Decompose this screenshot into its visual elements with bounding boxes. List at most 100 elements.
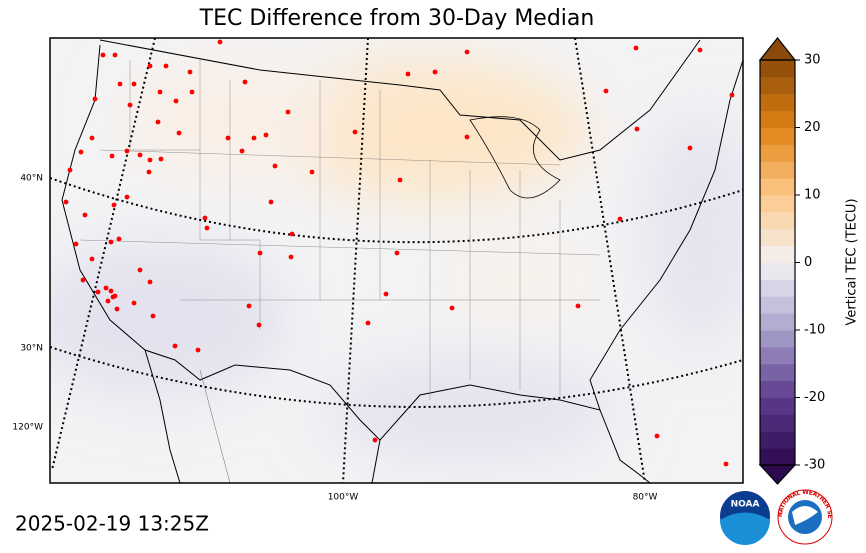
- lat-label: 30°N: [20, 344, 43, 354]
- station: [114, 306, 120, 312]
- lon-label: 80°W: [633, 493, 658, 503]
- station: [147, 279, 153, 285]
- station: [109, 153, 115, 159]
- station: [654, 433, 660, 439]
- colorbar-tick-label: 0: [804, 255, 812, 270]
- colorbar-label: Vertical TEC (TECU): [845, 198, 860, 325]
- colorbar-band: [760, 195, 795, 213]
- colorbar-band: [760, 178, 795, 196]
- station: [108, 288, 114, 294]
- station: [105, 298, 111, 304]
- colorbar-band: [760, 110, 795, 128]
- colorbar-band: [760, 93, 795, 112]
- station: [263, 132, 269, 138]
- station: [131, 81, 137, 87]
- station: [617, 216, 623, 222]
- station: [150, 313, 156, 319]
- station: [116, 236, 122, 242]
- station: [289, 231, 295, 237]
- colorbar-band: [760, 296, 795, 314]
- station: [204, 225, 210, 231]
- station: [82, 212, 88, 218]
- station: [173, 98, 179, 104]
- station: [464, 134, 470, 140]
- station: [124, 194, 130, 200]
- station: [239, 148, 245, 154]
- colorbar-tick-label: 30: [804, 53, 821, 68]
- station: [394, 250, 400, 256]
- station: [117, 81, 123, 87]
- station: [172, 343, 178, 349]
- station: [112, 293, 118, 299]
- colorbar-band: [760, 363, 795, 382]
- station: [195, 347, 201, 353]
- great-lakes: [469, 116, 561, 199]
- colorbar-band: [760, 330, 795, 348]
- station: [146, 169, 152, 175]
- station: [163, 63, 169, 69]
- station: [309, 169, 315, 175]
- station: [697, 47, 703, 53]
- station: [176, 130, 182, 136]
- colorbar-band: [760, 262, 795, 280]
- station: [268, 199, 274, 205]
- coastline: [589, 59, 743, 411]
- colorbar-band: [760, 245, 795, 263]
- colorbar-band: [760, 144, 795, 162]
- colorbar-band: [760, 346, 795, 365]
- station: [729, 92, 735, 98]
- station: [147, 157, 153, 163]
- station: [158, 156, 164, 162]
- station: [405, 71, 411, 77]
- station: [127, 102, 133, 108]
- station: [251, 135, 257, 141]
- station: [89, 135, 95, 141]
- noaa-logo: NOAA: [720, 491, 770, 545]
- stations: [63, 39, 735, 467]
- station: [63, 199, 69, 205]
- colorbar-band: [760, 313, 795, 331]
- state-lines: [79, 60, 601, 400]
- station: [687, 145, 693, 151]
- station: [603, 88, 609, 94]
- coastline: [61, 44, 381, 483]
- station: [397, 177, 403, 183]
- station: [112, 52, 118, 58]
- station: [217, 39, 223, 45]
- station: [225, 135, 231, 141]
- station: [372, 437, 378, 443]
- station: [103, 285, 109, 291]
- colorbar-band: [760, 279, 795, 297]
- colorbar-band: [760, 211, 795, 230]
- station: [131, 300, 137, 306]
- station: [137, 152, 143, 158]
- graticule: [50, 38, 743, 483]
- colorbar-band: [760, 397, 795, 415]
- station: [67, 167, 73, 173]
- colorbar-tick-label: -20: [804, 390, 825, 405]
- station: [147, 63, 153, 69]
- map: [50, 38, 743, 483]
- colorbar-extend-bottom: [758, 464, 797, 485]
- station: [272, 163, 278, 169]
- colorbar-extend-top: [758, 37, 797, 61]
- station: [78, 149, 84, 155]
- station: [288, 254, 294, 260]
- station: [111, 202, 117, 208]
- colorbar: -30 -20 -10 0 10 20 30: [758, 37, 825, 485]
- colorbar-band: [760, 414, 795, 432]
- lon-label: 100°W: [328, 493, 359, 503]
- station: [73, 241, 79, 247]
- station: [187, 69, 193, 75]
- border: [199, 369, 231, 483]
- station: [92, 96, 98, 102]
- colorbar-band: [760, 161, 795, 179]
- colorbar-band: [760, 448, 795, 466]
- title: TEC Difference from 30-Day Median: [199, 6, 595, 31]
- station: [723, 461, 729, 467]
- station: [155, 119, 161, 125]
- station: [157, 89, 163, 95]
- station: [202, 215, 208, 221]
- colorbar-tick-label: -10: [804, 323, 825, 338]
- station: [246, 303, 252, 309]
